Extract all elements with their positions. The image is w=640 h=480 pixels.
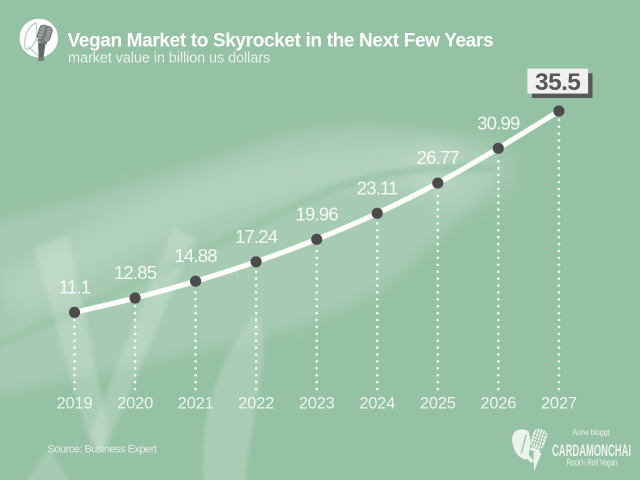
svg-text:Rock'n Roll Vegan: Rock'n Roll Vegan <box>567 458 618 468</box>
svg-text:12.85: 12.85 <box>114 262 157 283</box>
svg-text:Source: Business Expert: Source: Business Expert <box>48 444 157 456</box>
svg-text:19.96: 19.96 <box>296 203 339 224</box>
svg-text:2019: 2019 <box>57 395 93 413</box>
svg-text:Anne bloggt: Anne bloggt <box>573 428 611 437</box>
svg-text:2025: 2025 <box>420 395 456 413</box>
svg-text:2026: 2026 <box>480 395 516 413</box>
svg-text:2024: 2024 <box>359 395 395 413</box>
svg-text:2021: 2021 <box>178 395 214 413</box>
svg-text:2022: 2022 <box>238 395 274 413</box>
svg-text:Vegan Market to Skyrocket in t: Vegan Market to Skyrocket in the Next Fe… <box>68 30 494 51</box>
svg-text:2020: 2020 <box>117 395 153 413</box>
svg-text:14.88: 14.88 <box>174 245 217 266</box>
svg-text:26.77: 26.77 <box>417 147 460 168</box>
svg-text:2027: 2027 <box>541 395 577 413</box>
svg-text:23.11: 23.11 <box>357 177 398 198</box>
svg-text:17.24: 17.24 <box>235 226 278 247</box>
svg-text:market value in billion us dol: market value in billion us dollars <box>68 51 270 67</box>
svg-text:35.5: 35.5 <box>535 69 580 96</box>
svg-text:11.1: 11.1 <box>59 276 91 297</box>
svg-text:2023: 2023 <box>299 395 335 413</box>
svg-text:30.99: 30.99 <box>477 112 520 133</box>
svg-text:CARDAMONCHAI: CARDAMONCHAI <box>552 441 631 460</box>
